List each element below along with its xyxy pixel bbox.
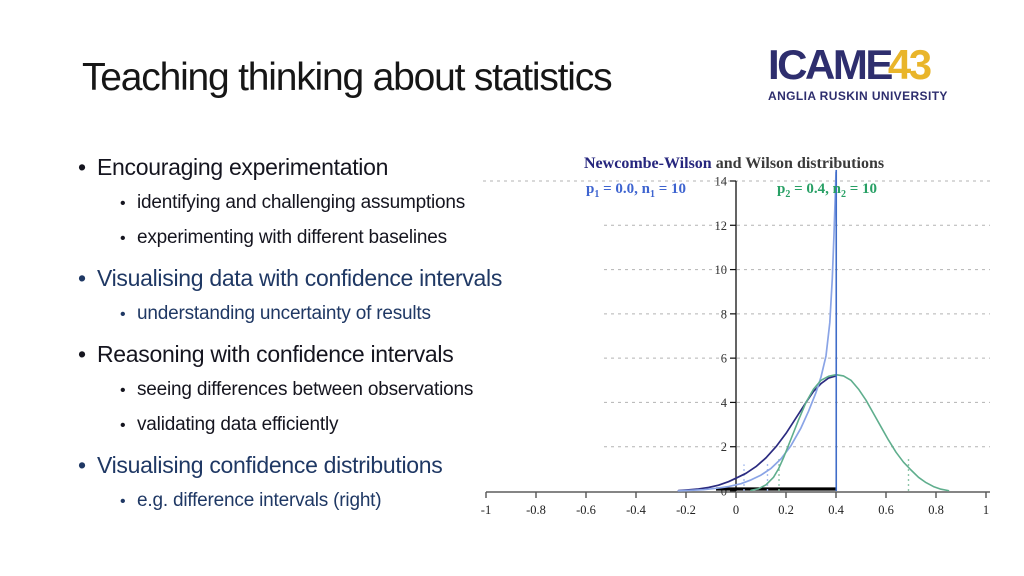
list-item: • validating data efficiently [78, 411, 608, 439]
bullet-list: • Encouraging experimentation • identifyin… [78, 152, 608, 515]
icame43-logo: ICAME43 ANGLIA RUSKIN UNIVERSITY [768, 41, 968, 104]
x-axis-tick-label: 0.4 [828, 503, 844, 517]
list-item: • identifying and challenging assumptions [78, 189, 608, 217]
list-item: • Visualising confidence distributions [78, 452, 443, 478]
list-item: • Encouraging experimentation [78, 154, 389, 180]
page-title: Teaching thinking about statistics [82, 56, 613, 99]
x-axis-tick-label: 0.2 [778, 503, 794, 517]
list-item: • understanding uncertainty of results [78, 300, 608, 328]
logo-subtitle: ANGLIA RUSKIN UNIVERSITY [768, 89, 948, 104]
y-axis-tick-label: 4 [721, 396, 728, 410]
bullet-icon: • [120, 493, 126, 510]
bullet-icon: • [120, 230, 126, 247]
bullet-icon: • [78, 265, 86, 291]
bullet-icon: • [120, 417, 126, 434]
y-axis-tick-label: 12 [715, 219, 728, 233]
chart-title-part2: and Wilson distributions [711, 155, 885, 172]
y-axis-tick-label: 2 [721, 440, 727, 454]
bullet-icon: • [120, 306, 126, 323]
x-axis-tick-label: 0.8 [928, 503, 944, 517]
legend-distribution-2: p2 = 0.4, n2 = 10 [777, 181, 878, 200]
x-axis-tick-label: -0.6 [576, 503, 596, 517]
y-axis-tick-label: 10 [715, 263, 728, 277]
chart-title: Newcombe-Wilson and Wilson distributions [584, 155, 884, 173]
y-axis-tick-label: 0 [721, 485, 727, 499]
x-axis-tick-label: -0.4 [626, 503, 647, 517]
list-item: • experimenting with different baselines [78, 224, 608, 252]
bullet-icon: • [78, 452, 86, 478]
legend-distribution-1: p1 = 0.0, n1 = 10 [586, 181, 687, 200]
x-axis-tick-label: -0.2 [676, 503, 696, 517]
curve-newcombe-wilson-difference [677, 375, 837, 492]
logo-wordmark: ICAME43 [768, 41, 968, 88]
list-item: • e.g. difference intervals (right) [78, 487, 608, 515]
bullet-icon: • [120, 382, 126, 399]
chart-svg: -1 -0.8 -0.6 -0.4 -0.2 0 0.2 0.4 0.6 0.8 102468101… [481, 169, 990, 517]
x-axis-tick-label: 0 [733, 503, 739, 517]
x-axis-tick-label: -0.8 [526, 503, 546, 517]
logo-brand-number: 43 [887, 41, 932, 88]
list-item: • seeing differences between observations [78, 376, 608, 404]
y-axis-tick-label: 14 [715, 174, 728, 188]
logo-brand-text: ICAME [768, 41, 893, 88]
curve-wilson-distribution-1-spike [677, 171, 837, 492]
list-item: • Reasoning with confidence intervals [78, 341, 454, 367]
chart-title-part1: Newcombe-Wilson [584, 155, 712, 172]
y-axis-tick-label: 6 [721, 352, 727, 366]
y-axis-tick-label: 8 [721, 307, 727, 321]
bullet-icon: • [78, 341, 86, 367]
list-item: • Visualising data with confidence interv… [78, 265, 503, 291]
curve-wilson-distribution-2 [750, 373, 950, 492]
x-axis-tick-label: 1 [983, 503, 989, 517]
x-axis-tick-label: 0.6 [878, 503, 894, 517]
bullet-icon: • [120, 195, 126, 212]
x-axis-tick-label: -1 [481, 503, 491, 517]
bullet-icon: • [78, 154, 86, 180]
